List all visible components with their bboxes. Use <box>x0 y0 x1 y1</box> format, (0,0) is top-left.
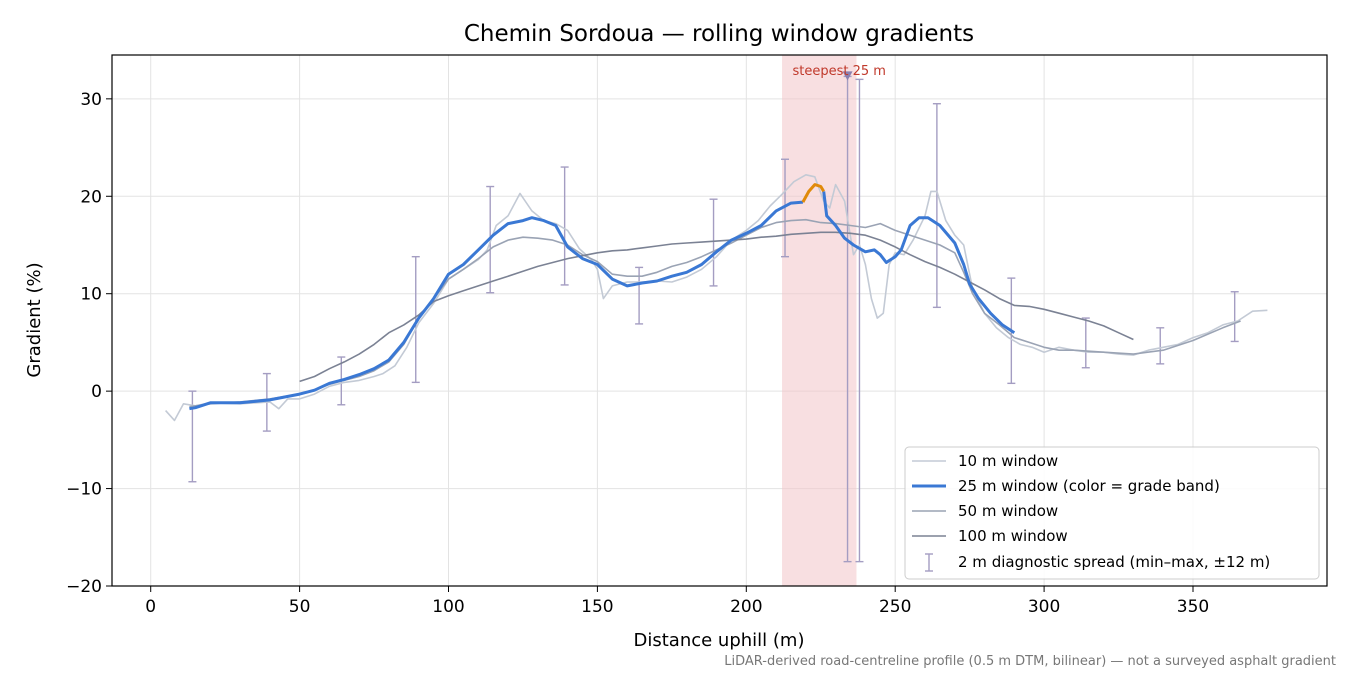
line-25m-window-a <box>189 200 804 411</box>
y-tick-label: 30 <box>80 90 102 110</box>
legend-box <box>904 446 1320 580</box>
x-tick-label: 200 <box>730 597 762 617</box>
steepest-band-rect <box>782 55 857 586</box>
series-lines <box>165 174 1268 422</box>
y-tick-label: 0 <box>91 382 102 402</box>
y-tick-label: −20 <box>66 577 102 597</box>
line-100m-window <box>299 231 1134 383</box>
y-tick-label: 10 <box>80 285 102 305</box>
legend-label-50m: 50 m window <box>958 502 1058 520</box>
x-tick-label: 250 <box>879 597 911 617</box>
legend-label-10m: 10 m window <box>958 452 1058 470</box>
footnote: LiDAR-derived road-centreline profile (0… <box>724 654 1336 669</box>
line-25m-window-b <box>822 191 1016 334</box>
steepest-marker: steepest 25 m <box>793 64 886 81</box>
y-tick-label: −10 <box>66 480 102 500</box>
steepest-band <box>782 55 857 586</box>
x-tick-label: 300 <box>1028 597 1060 617</box>
legend-label-25m: 25 m window (color = grade band) <box>958 477 1220 495</box>
y-axis-label: Gradient (%) <box>24 262 45 377</box>
steepest-label: steepest 25 m <box>793 64 886 79</box>
y-axis-ticks: −20 −10 0 10 20 30 <box>66 90 112 597</box>
x-tick-label: 50 <box>289 597 311 617</box>
legend: 10 m window 25 m window (color = grade b… <box>904 446 1320 580</box>
legend-swatch-errorbar <box>925 553 933 572</box>
steepest-marker-triangle <box>842 71 853 81</box>
x-tick-label: 0 <box>145 597 156 617</box>
x-tick-label: 150 <box>581 597 613 617</box>
plot-frame <box>111 54 1328 587</box>
line-25m-window-steep <box>801 183 825 203</box>
x-tick-label: 350 <box>1177 597 1209 617</box>
x-axis-ticks: 0 50 100 150 200 250 300 350 <box>145 586 1209 617</box>
y-tick-label: 20 <box>80 187 102 207</box>
legend-label-errorbar: 2 m diagnostic spread (min–max, ±12 m) <box>958 553 1270 571</box>
legend-label-100m: 100 m window <box>958 527 1068 545</box>
x-axis-label: Distance uphill (m) <box>634 630 805 651</box>
x-tick-label: 100 <box>432 597 464 617</box>
chart-title: Chemin Sordoua — rolling window gradient… <box>464 21 974 47</box>
line-10m-window <box>165 174 1268 422</box>
